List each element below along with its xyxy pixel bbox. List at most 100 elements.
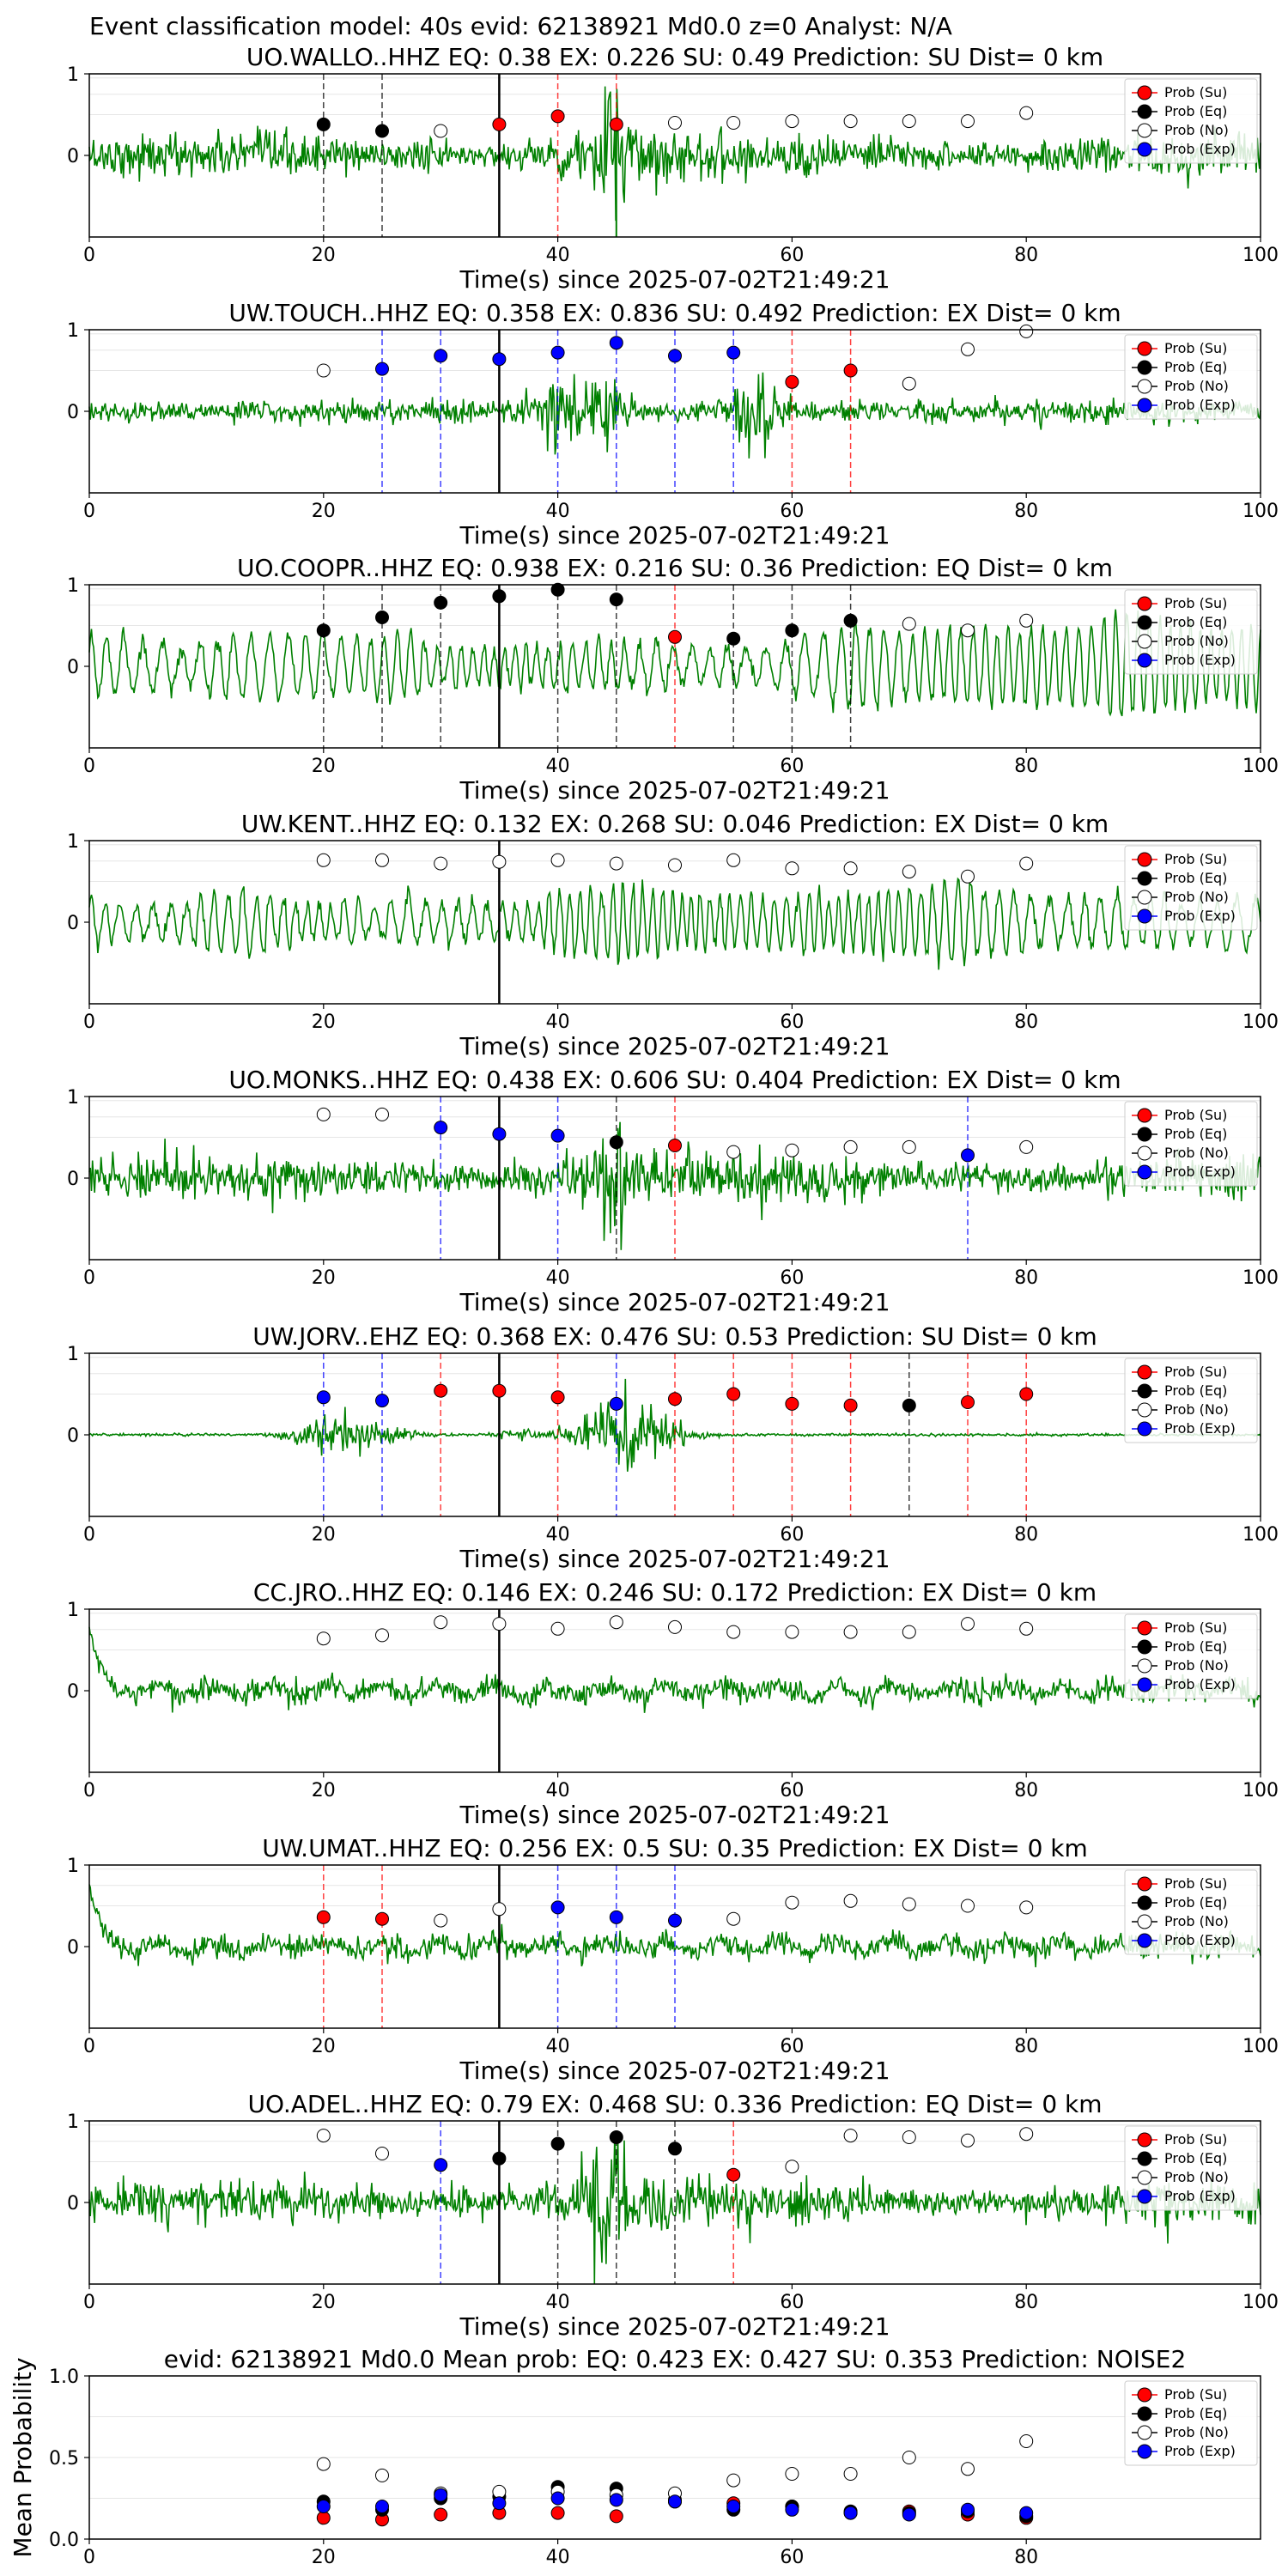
prob-point-exp <box>434 2158 448 2172</box>
prob-point-exp <box>668 349 682 363</box>
x-tick-label: 80 <box>1014 1012 1038 1033</box>
legend-label-exp: Prob (Exp) <box>1164 1420 1236 1437</box>
prob-point-exp <box>609 1910 623 1924</box>
legend-label-exp: Prob (Exp) <box>1164 2443 1236 2459</box>
x-tick-label: 0 <box>83 756 95 777</box>
x-tick-label: 40 <box>546 1780 570 1801</box>
x-tick-label: 80 <box>1014 245 1038 266</box>
x-tick-label: 80 <box>1014 2036 1038 2057</box>
prob-point-exp <box>550 1900 565 1915</box>
x-axis-label: Time(s) since 2025-07-02T21:49:21 <box>459 776 890 805</box>
prob-point-no <box>726 116 741 130</box>
prob-point-no <box>843 114 858 129</box>
x-tick-label: 100 <box>1242 2036 1279 2057</box>
legend-marker-no <box>1137 634 1152 649</box>
legend-label-no: Prob (No) <box>1164 2169 1229 2185</box>
prob-point-no <box>961 1617 975 1631</box>
x-tick-label: 20 <box>312 2036 336 2057</box>
legend-marker-exp <box>1137 2189 1152 2204</box>
prob-point-exp <box>492 352 507 367</box>
prob-point-no <box>492 1617 507 1631</box>
prob-point-exp <box>668 1913 682 1928</box>
legend-marker-su <box>1137 852 1152 867</box>
legend-marker-exp <box>1137 908 1152 924</box>
legend-marker-exp <box>1137 1164 1152 1180</box>
prob-point-su <box>668 1392 682 1406</box>
mean-point-su <box>434 2507 448 2522</box>
mean-point-su <box>609 2509 623 2524</box>
waveform <box>88 86 1261 222</box>
prob-point-no <box>961 869 975 884</box>
x-axis-label: Time(s) since 2025-07-02T21:49:21 <box>459 521 890 550</box>
prob-point-su <box>1019 1387 1034 1401</box>
legend-marker-exp <box>1137 653 1152 668</box>
panel-6: UW.JORV..EHZ EQ: 0.368 EX: 0.476 SU: 0.5… <box>67 1322 1279 1573</box>
legend-marker-exp <box>1137 2444 1152 2459</box>
x-tick-label: 100 <box>1242 1780 1279 1801</box>
prob-point-no <box>843 1139 858 1154</box>
panel-4: UW.KENT..HHZ EQ: 0.132 EX: 0.268 SU: 0.0… <box>67 810 1279 1060</box>
prob-point-no <box>434 1615 448 1630</box>
y-tick-label: 0 <box>67 146 79 167</box>
legend-label-eq: Prob (Eq) <box>1164 614 1227 630</box>
prob-point-su <box>843 363 858 378</box>
prob-point-eq <box>316 117 331 131</box>
legend-marker-no <box>1137 1145 1152 1161</box>
x-tick-label: 0 <box>83 245 95 266</box>
legend-marker-exp <box>1137 1677 1152 1692</box>
prob-point-eq <box>375 124 389 138</box>
x-tick-label: 0 <box>83 1012 95 1033</box>
legend-marker-su <box>1137 1364 1152 1380</box>
y-tick-label: 0 <box>67 913 79 934</box>
legend-marker-eq <box>1137 871 1152 886</box>
legend-label-no: Prob (No) <box>1164 1401 1229 1418</box>
x-axis-label: Time(s) since 2025-07-02T21:49:21 <box>459 1032 890 1060</box>
prob-point-exp <box>434 1121 448 1135</box>
panel-title: UW.JORV..EHZ EQ: 0.368 EX: 0.476 SU: 0.5… <box>252 1322 1097 1351</box>
legend-box <box>1124 2380 1258 2466</box>
legend-marker-eq <box>1137 2151 1152 2166</box>
mean-point-no <box>726 2473 741 2488</box>
legend-label-su: Prob (Su) <box>1164 595 1227 611</box>
prob-point-no <box>961 342 975 356</box>
prob-point-no <box>726 853 741 867</box>
x-tick-label: 20 <box>312 2292 336 2313</box>
mean-point-exp <box>785 2502 799 2517</box>
prob-point-eq <box>492 2151 507 2166</box>
legend-marker-no <box>1137 2425 1152 2440</box>
x-tick-label: 100 <box>1242 756 1279 777</box>
prob-point-no <box>1019 324 1034 338</box>
prob-point-eq <box>785 623 799 638</box>
mean-point-exp <box>375 2500 389 2513</box>
prob-point-no <box>434 1913 448 1928</box>
mean-point-su <box>550 2506 565 2520</box>
legend-marker-su <box>1137 1108 1152 1123</box>
x-tick-label: 40 <box>546 2292 570 2313</box>
prob-point-eq <box>609 1135 623 1150</box>
y-tick-label: 1 <box>67 1344 79 1365</box>
prob-point-eq <box>316 623 331 638</box>
panel-title: UW.KENT..HHZ EQ: 0.132 EX: 0.268 SU: 0.0… <box>241 810 1109 838</box>
y-tick-label: 0.5 <box>49 2448 79 2470</box>
prob-point-su <box>492 1383 507 1398</box>
x-tick-label: 80 <box>1014 1267 1038 1289</box>
prob-point-no <box>1019 106 1034 120</box>
mean-point-no <box>843 2467 858 2481</box>
x-tick-label: 40 <box>546 1012 570 1033</box>
legend-box <box>1124 78 1258 164</box>
legend-label-no: Prob (No) <box>1164 122 1229 138</box>
legend-label-exp: Prob (Exp) <box>1164 2188 1236 2204</box>
mean-point-exp <box>434 2488 448 2502</box>
legend-marker-eq <box>1137 1639 1152 1655</box>
prob-point-su <box>726 1387 741 1401</box>
legend-label-no: Prob (No) <box>1164 1657 1229 1674</box>
legend-marker-no <box>1137 1402 1152 1418</box>
y-tick-label: 0 <box>67 2193 79 2215</box>
legend-label-su: Prob (Su) <box>1164 1875 1227 1892</box>
legend-marker-eq <box>1137 615 1152 630</box>
x-tick-label: 100 <box>1242 501 1279 522</box>
prob-point-no <box>785 1625 799 1639</box>
y-tick-label: 0 <box>67 657 79 678</box>
x-tick-label: 80 <box>1014 501 1038 522</box>
x-tick-label: 60 <box>780 1780 804 1801</box>
